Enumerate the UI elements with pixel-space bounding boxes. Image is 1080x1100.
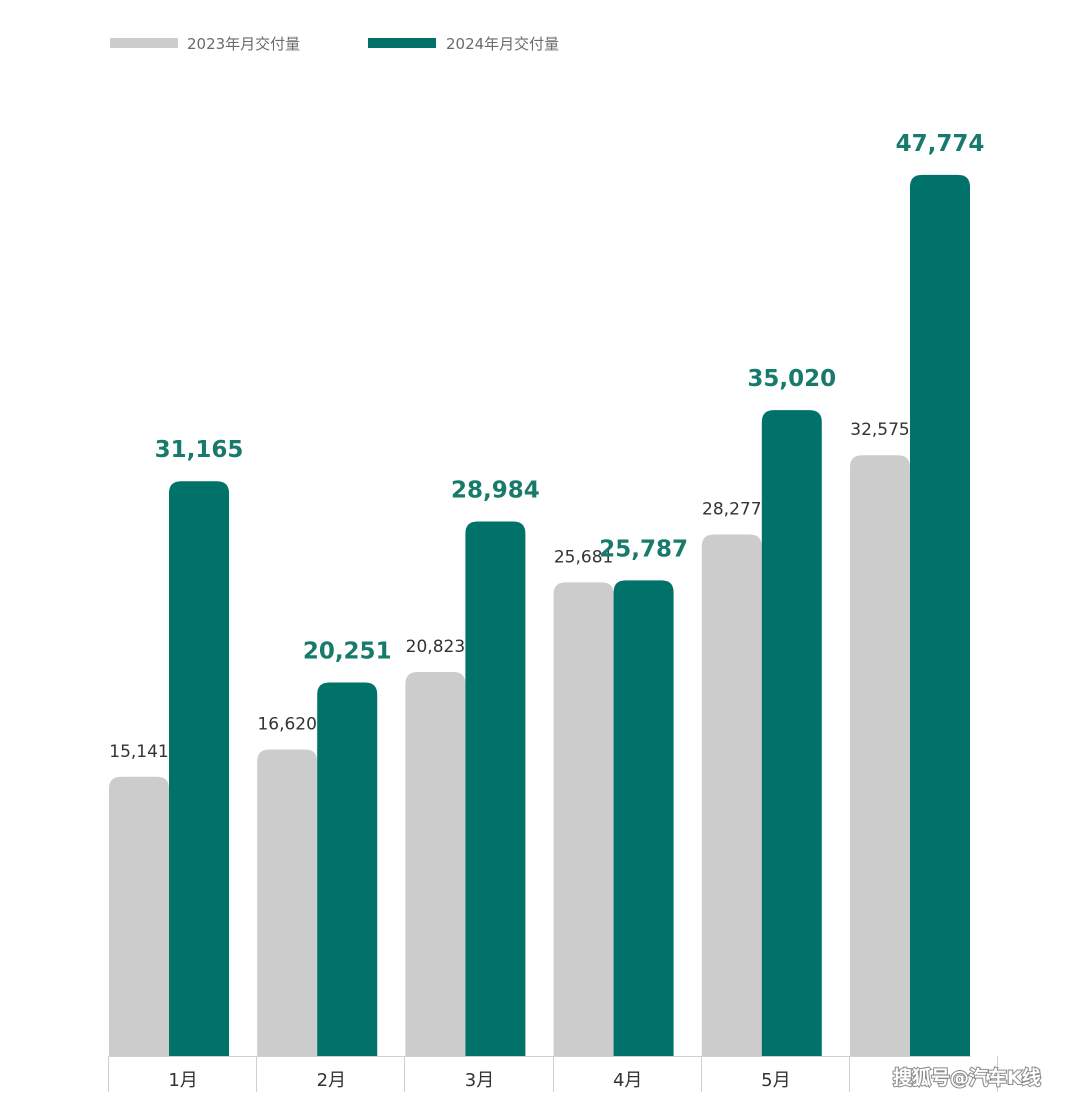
legend-label-2023: 2023年月交付量 bbox=[187, 35, 300, 53]
x-tick-label-3: 3月 bbox=[465, 1070, 494, 1091]
bar-2023-3[interactable] bbox=[405, 671, 466, 1056]
bar-2024-6[interactable] bbox=[910, 174, 970, 1056]
value-label-2023-5: 28,277 bbox=[702, 500, 761, 520]
bar-2023-4[interactable] bbox=[553, 582, 614, 1056]
value-label-2024-4: 25,787 bbox=[599, 536, 688, 562]
bar-2024-4[interactable] bbox=[613, 580, 674, 1056]
x-tick-label-2: 2月 bbox=[317, 1070, 346, 1091]
legend-item-2023[interactable]: 2023年月交付量 bbox=[110, 35, 300, 53]
value-label-2024-1: 31,165 bbox=[155, 437, 244, 463]
value-label-2023-3: 20,823 bbox=[406, 637, 465, 657]
value-label-2023-4: 25,681 bbox=[554, 547, 613, 567]
watermark-text: 搜狐号@汽车K线 bbox=[893, 1066, 1041, 1089]
x-tick-label-1: 1月 bbox=[168, 1070, 197, 1091]
x-tick-label-5: 5月 bbox=[761, 1070, 790, 1091]
value-label-2024-6: 47,774 bbox=[896, 131, 985, 157]
x-axis: 1月 2月 3月 4月 5月 bbox=[108, 1056, 998, 1092]
bar-2024-3[interactable] bbox=[465, 521, 526, 1056]
bar-2024-5[interactable] bbox=[761, 410, 822, 1056]
bar-2024-2[interactable] bbox=[317, 682, 378, 1056]
bar-2023-2[interactable] bbox=[257, 749, 318, 1056]
value-label-2023-1: 15,141 bbox=[109, 742, 168, 762]
bar-2023-5[interactable] bbox=[701, 534, 762, 1056]
legend-swatch-2023 bbox=[110, 38, 178, 48]
bar-2024-1[interactable] bbox=[169, 481, 229, 1056]
legend: 2023年月交付量 2024年月交付量 bbox=[110, 35, 559, 53]
bars-layer bbox=[109, 174, 970, 1056]
value-label-2023-6: 32,575 bbox=[850, 420, 909, 440]
legend-item-2024[interactable]: 2024年月交付量 bbox=[368, 35, 559, 53]
bar-2023-1[interactable] bbox=[109, 776, 169, 1056]
legend-swatch-2024 bbox=[368, 38, 436, 48]
value-labels-layer: 15,141 31,165 16,620 20,251 20,823 28,984 25,6… bbox=[109, 131, 984, 762]
value-label-2024-5: 35,020 bbox=[747, 366, 836, 392]
legend-label-2024: 2024年月交付量 bbox=[446, 35, 559, 53]
bar-2023-6[interactable] bbox=[850, 455, 910, 1056]
value-label-2024-2: 20,251 bbox=[303, 639, 392, 665]
x-tick-label-4: 4月 bbox=[613, 1070, 642, 1091]
value-label-2023-2: 16,620 bbox=[257, 714, 316, 734]
value-label-2024-3: 28,984 bbox=[451, 477, 540, 503]
